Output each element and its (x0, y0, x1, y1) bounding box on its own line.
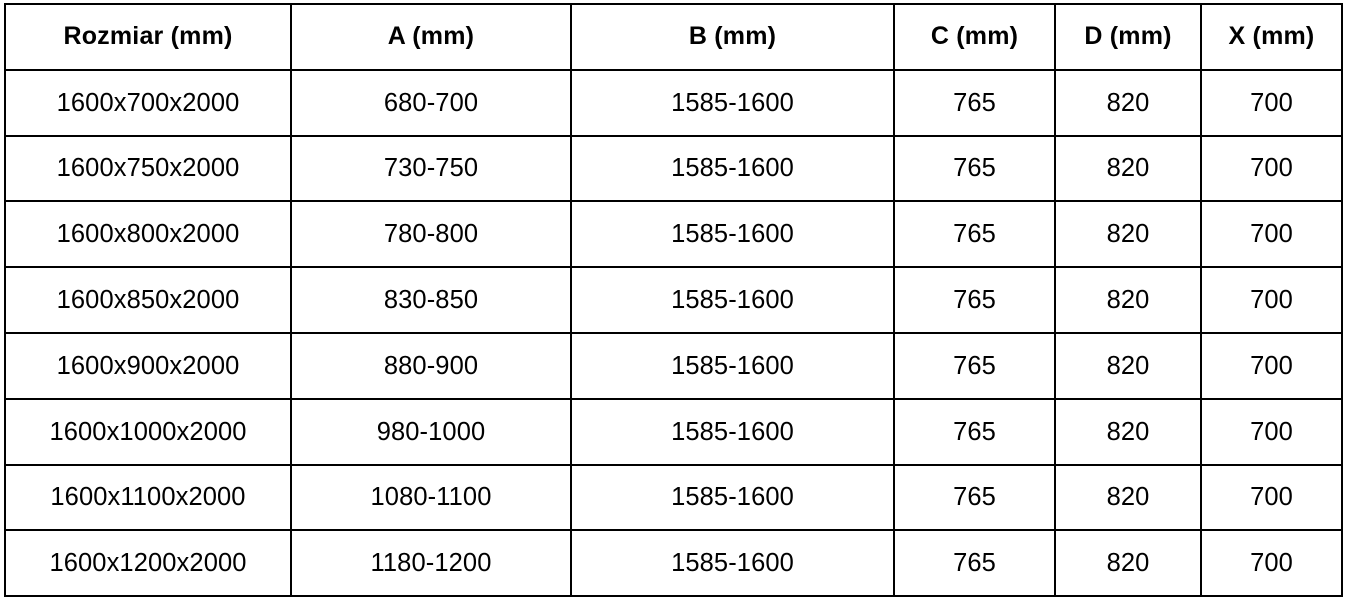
cell-rozmiar: 1600x1200x2000 (4, 529, 292, 597)
cell-b: 1585-1600 (570, 397, 895, 466)
cell-c: 765 (893, 68, 1056, 137)
cell-d: 820 (1054, 266, 1202, 334)
table-header: Rozmiar (mm) A (mm) B (mm) C (mm) D (mm)… (4, 3, 1343, 71)
cell-a: 780-800 (290, 200, 572, 269)
cell-a: 680-700 (290, 68, 572, 137)
column-header-c: C (mm) (893, 3, 1056, 71)
column-header-rozmiar: Rozmiar (mm) (4, 3, 292, 71)
cell-a: 830-850 (290, 266, 572, 334)
column-header-d: D (mm) (1054, 3, 1202, 71)
cell-b: 1585-1600 (570, 529, 895, 597)
table-row: 1600x750x2000 730-750 1585-1600 765 820 … (4, 134, 1343, 203)
cell-d: 820 (1054, 134, 1202, 203)
cell-b: 1585-1600 (570, 463, 895, 532)
table-row: 1600x850x2000 830-850 1585-1600 765 820 … (4, 266, 1343, 334)
cell-d: 820 (1054, 529, 1202, 597)
cell-x: 700 (1200, 529, 1343, 597)
cell-c: 765 (893, 529, 1056, 597)
cell-d: 820 (1054, 463, 1202, 532)
cell-d: 820 (1054, 397, 1202, 466)
table-row: 1600x700x2000 680-700 1585-1600 765 820 … (4, 68, 1343, 137)
cell-x: 700 (1200, 331, 1343, 400)
cell-a: 880-900 (290, 331, 572, 400)
cell-x: 700 (1200, 134, 1343, 203)
cell-c: 765 (893, 463, 1056, 532)
cell-b: 1585-1600 (570, 68, 895, 137)
cell-d: 820 (1054, 200, 1202, 269)
table-row: 1600x900x2000 880-900 1585-1600 765 820 … (4, 331, 1343, 400)
column-header-b: B (mm) (570, 3, 895, 71)
cell-x: 700 (1200, 266, 1343, 334)
cell-d: 820 (1054, 68, 1202, 137)
cell-b: 1585-1600 (570, 200, 895, 269)
cell-b: 1585-1600 (570, 134, 895, 203)
cell-rozmiar: 1600x850x2000 (4, 266, 292, 334)
cell-x: 700 (1200, 200, 1343, 269)
table-row: 1600x1000x2000 980-1000 1585-1600 765 82… (4, 397, 1343, 466)
cell-rozmiar: 1600x1100x2000 (4, 463, 292, 532)
cell-rozmiar: 1600x1000x2000 (4, 397, 292, 466)
column-header-a: A (mm) (290, 3, 572, 71)
table-row: 1600x800x2000 780-800 1585-1600 765 820 … (4, 200, 1343, 269)
cell-c: 765 (893, 200, 1056, 269)
cell-a: 1180-1200 (290, 529, 572, 597)
cell-a: 1080-1100 (290, 463, 572, 532)
cell-c: 765 (893, 134, 1056, 203)
cell-d: 820 (1054, 331, 1202, 400)
cell-rozmiar: 1600x800x2000 (4, 200, 292, 269)
table-row: 1600x1100x2000 1080-1100 1585-1600 765 8… (4, 463, 1343, 532)
cell-c: 765 (893, 266, 1056, 334)
table-row: 1600x1200x2000 1180-1200 1585-1600 765 8… (4, 529, 1343, 597)
table-header-row: Rozmiar (mm) A (mm) B (mm) C (mm) D (mm)… (4, 3, 1343, 71)
cell-c: 765 (893, 397, 1056, 466)
cell-b: 1585-1600 (570, 266, 895, 334)
cell-a: 730-750 (290, 134, 572, 203)
table-body: 1600x700x2000 680-700 1585-1600 765 820 … (4, 68, 1343, 597)
cell-x: 700 (1200, 463, 1343, 532)
cell-x: 700 (1200, 68, 1343, 137)
cell-rozmiar: 1600x700x2000 (4, 68, 292, 137)
cell-a: 980-1000 (290, 397, 572, 466)
cell-rozmiar: 1600x750x2000 (4, 134, 292, 203)
cell-rozmiar: 1600x900x2000 (4, 331, 292, 400)
cell-b: 1585-1600 (570, 331, 895, 400)
cell-x: 700 (1200, 397, 1343, 466)
spec-table-container: Rozmiar (mm) A (mm) B (mm) C (mm) D (mm)… (4, 3, 1343, 597)
cell-c: 765 (893, 331, 1056, 400)
column-header-x: X (mm) (1200, 3, 1343, 71)
size-specification-table: Rozmiar (mm) A (mm) B (mm) C (mm) D (mm)… (4, 3, 1343, 597)
